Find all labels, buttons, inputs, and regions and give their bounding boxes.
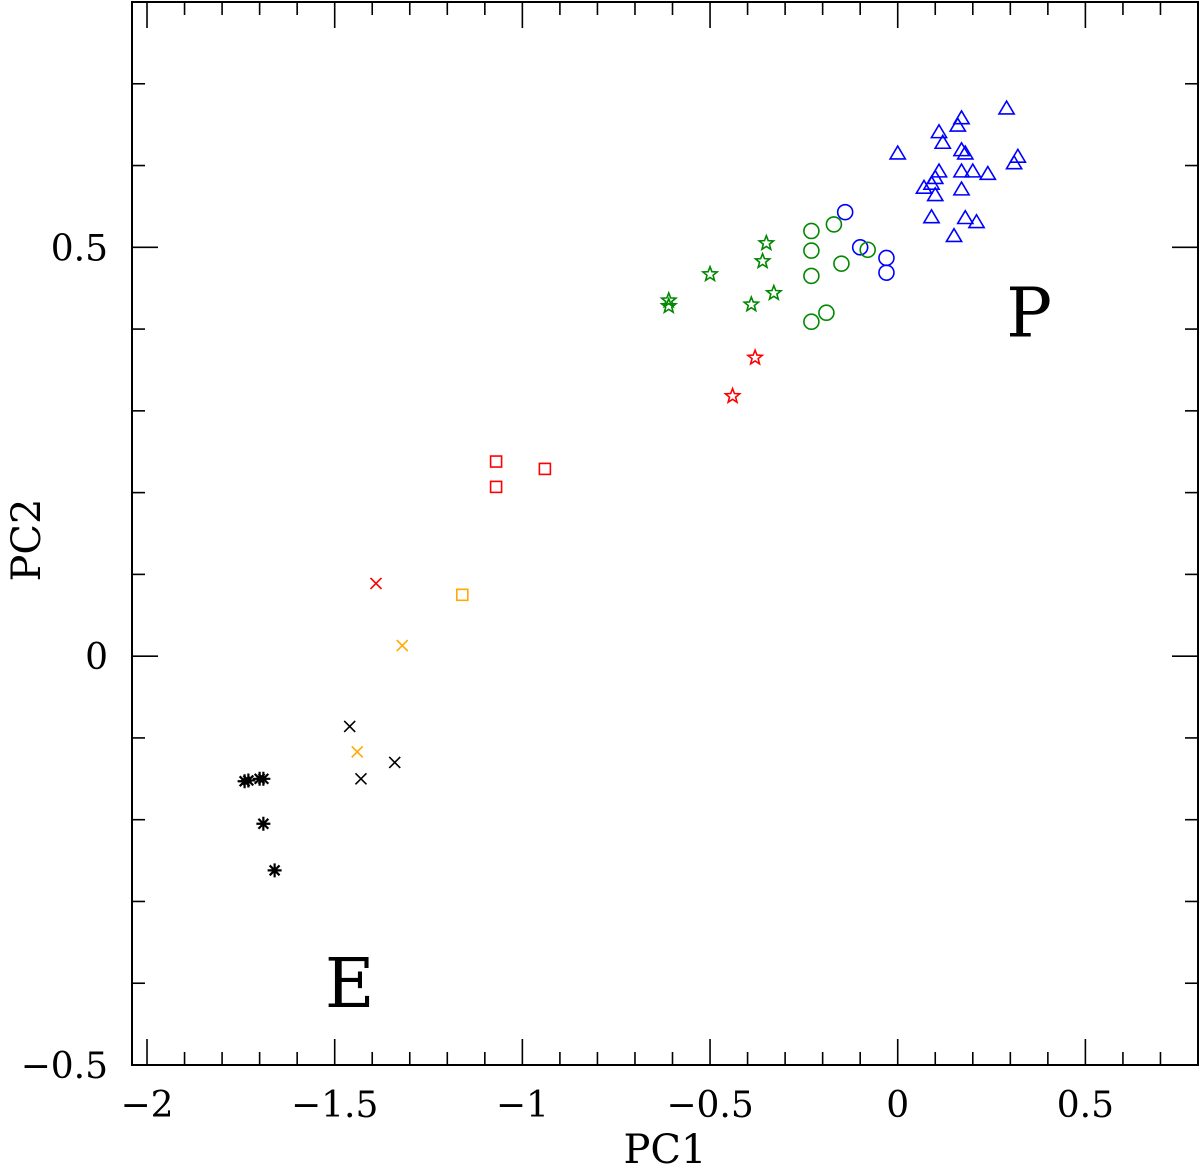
data-point-triangle <box>922 208 941 224</box>
data-point-circle <box>836 203 854 221</box>
data-point-triangle <box>1008 147 1027 163</box>
data-point-circle <box>825 216 843 233</box>
y-tick-label: 0 <box>85 637 108 678</box>
data-point-triangle <box>952 162 971 178</box>
y-tick-label: −0.5 <box>21 1046 108 1087</box>
x-tick-label: −1.5 <box>291 1085 378 1126</box>
data-points <box>237 99 1027 878</box>
y-tick-label: 0.5 <box>51 228 108 269</box>
data-point-circle <box>818 304 835 322</box>
data-point-cross <box>388 756 401 769</box>
data-point-circle <box>803 313 820 331</box>
x-tick-label: 0 <box>886 1085 909 1126</box>
data-point-triangle <box>967 213 986 229</box>
data-point-triangle <box>888 144 907 160</box>
x-axis-label: PC1 <box>624 1127 707 1168</box>
data-point-circle <box>803 242 820 259</box>
data-point-star <box>659 290 679 309</box>
data-point-star <box>742 294 761 313</box>
data-point-triangle <box>948 116 967 132</box>
x-tick-label: −2 <box>120 1085 173 1126</box>
data-point-asterisk <box>252 771 267 786</box>
data-point-cross <box>343 720 356 733</box>
data-point-triangle <box>952 180 971 196</box>
data-point-square <box>489 480 503 494</box>
data-point-star <box>764 283 784 301</box>
data-point-triangle <box>930 162 949 178</box>
data-point-triangle <box>952 141 971 157</box>
data-point-triangle <box>997 99 1016 115</box>
x-tick-label: −1 <box>496 1085 549 1126</box>
tick-labels: −2 −1.5 −1 −0.5 0 0.5 −0.5 0 0.5 <box>21 228 1114 1126</box>
data-point-star <box>753 251 772 270</box>
data-point-square <box>489 455 503 468</box>
data-point-triangle <box>922 174 941 190</box>
data-point-star <box>700 264 720 283</box>
data-point-triangle <box>956 144 975 160</box>
data-point-cross <box>369 577 383 590</box>
data-point-circle <box>851 239 869 256</box>
data-point-star <box>745 347 765 366</box>
data-point-triangle <box>956 209 975 225</box>
data-point-asterisk <box>256 816 271 831</box>
data-point-triangle <box>930 123 949 139</box>
plot-frame <box>131 1 1199 1066</box>
data-point-cross <box>354 772 368 785</box>
y-axis-label: PC2 <box>4 499 50 582</box>
data-point-triangle <box>1005 154 1024 170</box>
axis-ticks <box>132 1 1199 1066</box>
data-point-triangle <box>963 162 982 178</box>
data-point-star <box>659 296 679 315</box>
data-point-asterisk <box>237 774 252 789</box>
data-point-circle <box>803 267 820 285</box>
data-point-square <box>538 462 552 476</box>
data-point-square <box>456 588 469 602</box>
data-point-circle <box>833 255 850 272</box>
data-point-triangle <box>914 178 933 195</box>
data-point-triangle <box>945 227 964 243</box>
data-point-cross <box>396 639 409 652</box>
x-tick-label: −0.5 <box>666 1085 753 1126</box>
data-point-triangle <box>926 186 945 202</box>
x-tick-label: 0.5 <box>1057 1085 1114 1126</box>
data-point-circle <box>859 241 876 259</box>
data-point-circle <box>878 249 895 267</box>
data-point-triangle <box>933 133 952 150</box>
data-point-cross <box>351 745 364 758</box>
data-point-asterisk <box>267 863 282 878</box>
data-point-circle <box>803 222 820 240</box>
annotation-e: E <box>325 945 375 1024</box>
data-point-circle <box>878 264 895 281</box>
data-point-star <box>723 386 742 405</box>
data-point-star <box>757 233 776 252</box>
data-point-triangle <box>978 164 997 181</box>
annotation-p: P <box>1006 275 1052 354</box>
